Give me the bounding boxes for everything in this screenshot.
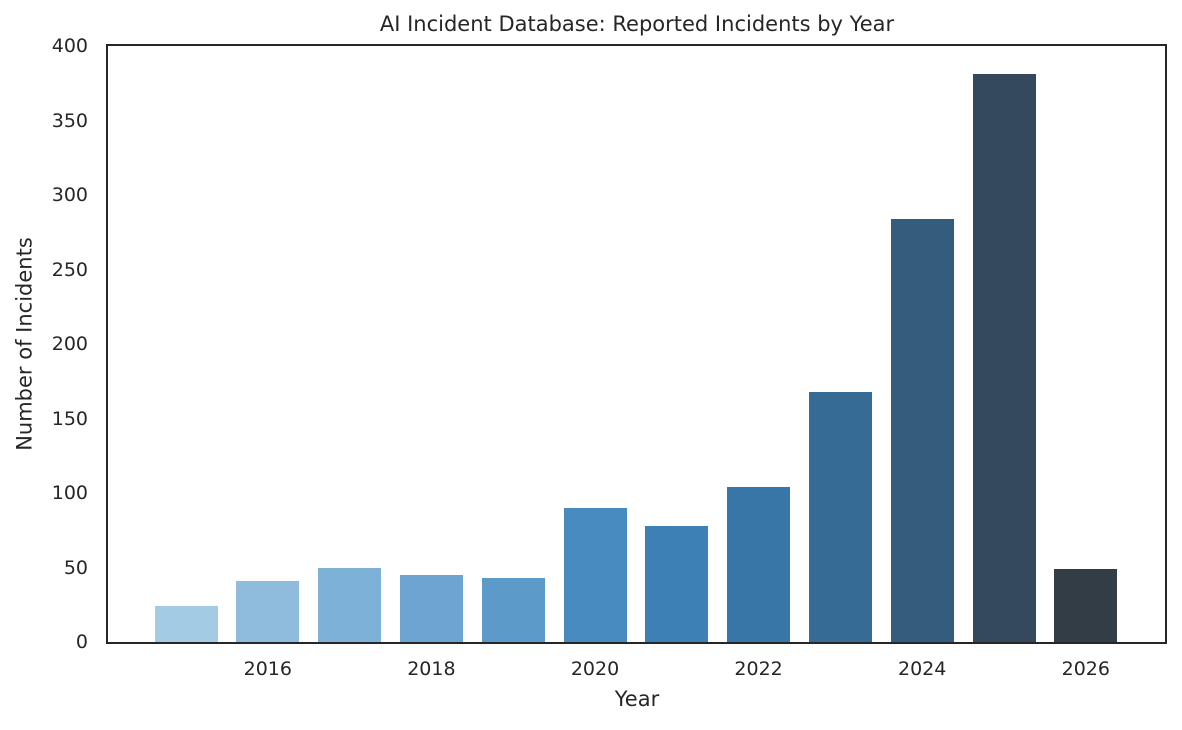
y-tick-label: 350 (51, 109, 88, 132)
bar-2020 (563, 507, 627, 642)
y-tick-label: 200 (51, 333, 88, 355)
bar-2018 (399, 574, 463, 642)
bar-2026 (1054, 569, 1118, 642)
bar-2023 (808, 391, 872, 642)
x-axis-label: Year (614, 687, 660, 711)
y-tick-label: 250 (51, 258, 88, 281)
bar-2017 (318, 567, 382, 642)
plot-area (106, 44, 1167, 644)
y-tick-label: 100 (51, 482, 88, 504)
y-tick-label: 300 (51, 184, 88, 206)
y-tick-label: 50 (63, 556, 88, 579)
chart-title: AI Incident Database: Reported Incidents… (379, 12, 895, 36)
y-tick-label: 0 (75, 631, 88, 653)
x-tick-label: 2024 (898, 658, 947, 680)
x-tick-label: 2026 (1061, 658, 1110, 680)
y-tick-label: 400 (51, 35, 88, 57)
bar-2021 (645, 525, 709, 642)
x-tick-label: 2022 (734, 658, 783, 680)
bar-2019 (481, 577, 545, 642)
bar-2022 (727, 487, 791, 642)
bar-2016 (236, 580, 300, 642)
x-tick-label: 2018 (407, 658, 456, 680)
bar-2024 (890, 218, 954, 642)
bar-2015 (154, 606, 218, 642)
y-tick-label: 150 (51, 407, 88, 430)
x-tick-label: 2016 (243, 658, 292, 680)
x-tick-label: 2020 (570, 658, 620, 680)
bar-2025 (972, 74, 1036, 642)
